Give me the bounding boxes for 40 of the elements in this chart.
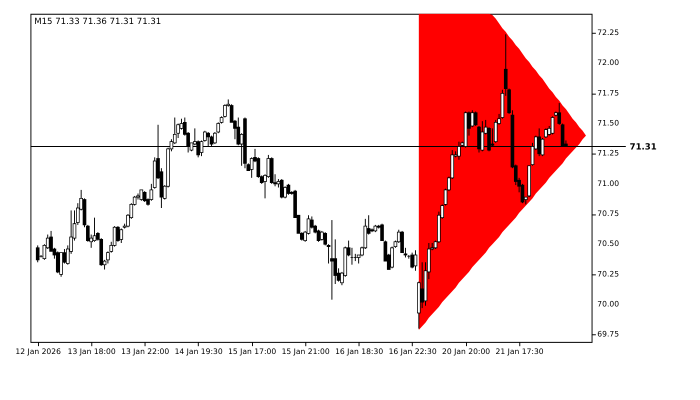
- y-tick-label: 70.50: [597, 239, 620, 248]
- candlestick: [320, 230, 324, 242]
- x-tick-label: 13 Jan 22:00: [121, 346, 170, 356]
- x-tick-label: 16 Jan 18:30: [335, 346, 384, 356]
- candlestick: [286, 183, 290, 196]
- candlestick: [544, 128, 548, 139]
- chart-title: M15 71.33 71.36 71.31 71.31: [34, 17, 162, 28]
- y-tick-label: 71.75: [597, 88, 620, 98]
- x-tick-label: 15 Jan 17:00: [228, 346, 276, 356]
- y-tick-label: 72.25: [597, 28, 620, 37]
- candlestick: [400, 230, 404, 254]
- candlestick: [414, 250, 418, 272]
- y-tick-label: 70.00: [597, 299, 620, 308]
- candlestick: [56, 250, 60, 274]
- candlestick: [474, 111, 478, 126]
- x-tick-label: 20 Jan 20:00: [442, 346, 490, 356]
- y-tick-label: 72.00: [597, 58, 620, 68]
- candlestick: [316, 229, 320, 242]
- y-tick-label: 71.50: [597, 118, 620, 128]
- candlestick: [280, 178, 284, 199]
- candlestick: [470, 110, 474, 128]
- candlestick: [550, 116, 554, 135]
- x-tick-label: 14 Jan 19:30: [174, 346, 223, 356]
- y-tick-label: 69.75: [597, 330, 620, 339]
- x-tick-label: 16 Jan 22:30: [388, 346, 437, 356]
- candlestick: [119, 228, 124, 244]
- y-tick-label: 71.25: [597, 148, 620, 158]
- candlestick: [142, 190, 146, 202]
- x-tick-label: 13 Jan 18:00: [68, 346, 116, 356]
- candlestick: [140, 189, 144, 202]
- candlestick: [330, 220, 334, 300]
- x-tick-label: 21 Jan 17:30: [496, 346, 544, 356]
- y-tick-label: 70.25: [597, 269, 620, 278]
- x-tick-label: 15 Jan 21:00: [282, 346, 330, 356]
- y-tick-label: 71.00: [597, 178, 620, 188]
- candlestick: [116, 226, 120, 242]
- ref-line-label: 71.31: [630, 142, 657, 152]
- y-tick-label: 70.75: [597, 208, 620, 218]
- x-tick-label: 12 Jan 2026: [15, 346, 62, 356]
- candlestick: [36, 244, 40, 263]
